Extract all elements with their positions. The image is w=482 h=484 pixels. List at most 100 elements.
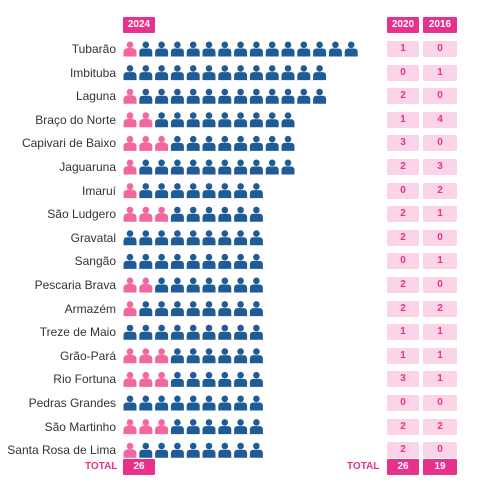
man-icon [170,112,184,128]
man-icon [155,88,169,104]
man-icon [186,324,200,340]
man-icon [186,277,200,293]
man-icon [170,230,184,246]
man-icon [234,159,248,175]
man-icon [202,65,216,81]
man-icon [155,277,169,293]
man-icon [155,159,169,175]
man-icon [123,253,137,269]
woman-icon [123,419,137,435]
women-2016-cell: 1 [423,206,457,223]
man-icon [202,41,216,57]
man-icon [139,41,153,57]
man-icon [186,419,200,435]
man-icon [202,442,216,458]
man-icon [218,112,232,128]
man-icon [202,230,216,246]
woman-icon [155,135,169,151]
women-2020-cell: 2 [387,277,419,293]
man-icon [202,395,216,411]
women-2016-cell: 2 [423,300,457,317]
man-icon [170,183,184,199]
women-2016-cell: 0 [423,88,457,105]
man-icon [218,135,232,151]
women-2016-cell: 1 [423,371,457,388]
man-icon [218,65,232,81]
man-icon [155,253,169,269]
man-icon [249,277,263,293]
man-icon [234,371,248,387]
man-icon [218,183,232,199]
man-icon [234,65,248,81]
man-icon [281,65,295,81]
man-icon [218,324,232,340]
man-icon [218,230,232,246]
women-2020-cell: 2 [387,418,419,435]
women-2020-cell: 0 [387,182,419,199]
women-2020-cell: 2 [387,88,419,105]
women-2016-cell: 0 [423,442,457,459]
women-2016-cell: 1 [423,64,457,81]
women-2016-cell: 1 [423,324,457,341]
women-2016-cell: 1 [423,347,457,364]
man-icon [218,371,232,387]
municipality-label: Pescaria Brava [34,278,116,292]
man-icon [202,301,216,317]
man-icon [123,230,137,246]
man-icon [297,88,311,104]
man-icon [186,88,200,104]
woman-icon [123,135,137,151]
man-icon [155,301,169,317]
women-2020-cell: 0 [387,64,419,81]
man-icon [186,206,200,222]
woman-icon [155,371,169,387]
man-icon [139,324,153,340]
woman-icon [155,419,169,435]
man-icon [313,65,327,81]
man-icon [249,395,263,411]
man-icon [170,324,184,340]
man-icon [202,112,216,128]
women-2020-cell: 2 [387,300,419,317]
women-2016-cell: 0 [423,135,457,152]
municipality-label: Santa Rosa de Lima [7,443,116,458]
man-icon [155,65,169,81]
man-icon [186,159,200,175]
total-2020: 26 [387,459,419,475]
man-icon [170,395,184,411]
man-icon [234,395,248,411]
man-icon [281,88,295,104]
man-icon [218,442,232,458]
man-icon [218,41,232,57]
man-icon [249,41,263,57]
man-icon [344,41,358,57]
man-icon [328,41,342,57]
man-icon [170,159,184,175]
man-icon [218,159,232,175]
municipality-label: Pedras Grandes [28,396,116,410]
header-2020: 2020 [387,17,419,33]
man-icon [218,206,232,222]
man-icon [234,348,248,364]
man-icon [202,348,216,364]
man-icon [234,88,248,104]
man-icon [139,442,153,458]
woman-icon [139,135,153,151]
man-icon [202,183,216,199]
man-icon [170,88,184,104]
man-icon [281,135,295,151]
woman-icon [123,348,137,364]
man-icon [139,88,153,104]
total-2024: 26 [123,459,155,475]
man-icon [123,65,137,81]
man-icon [234,419,248,435]
man-icon [265,88,279,104]
woman-icon [123,112,137,128]
man-icon [155,324,169,340]
man-icon [249,230,263,246]
woman-icon [123,183,137,199]
man-icon [170,65,184,81]
woman-icon [123,301,137,317]
man-icon [170,301,184,317]
man-icon [249,112,263,128]
